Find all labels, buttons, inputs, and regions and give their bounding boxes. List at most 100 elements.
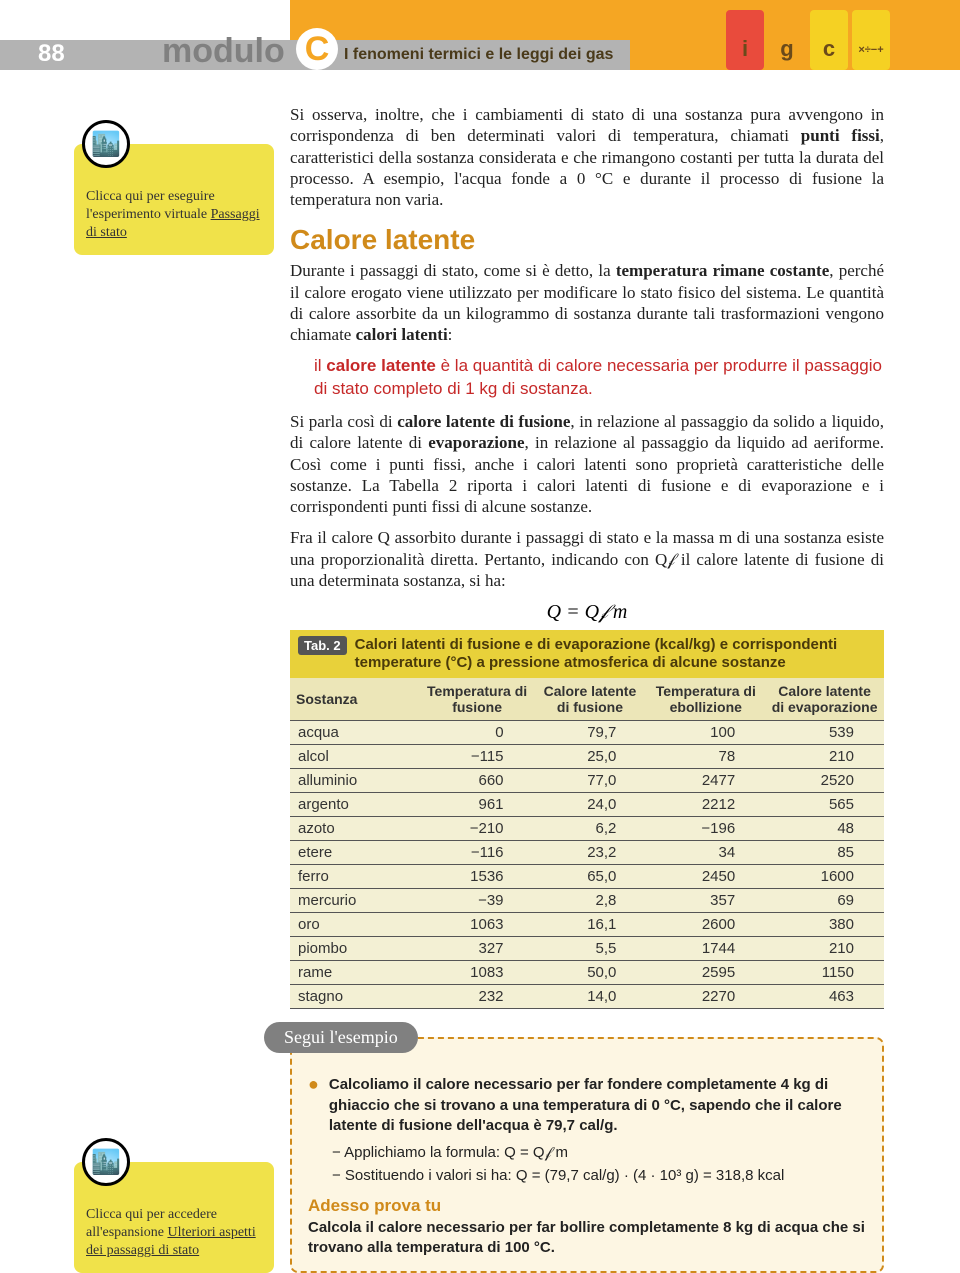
table-row: argento96124,02212565 (290, 793, 884, 817)
table-header: Temperatura diebollizione (646, 678, 765, 721)
table-cell: 2450 (646, 865, 765, 889)
sidebar-text: Clicca qui per accedere all'espansione U… (86, 1206, 262, 1261)
table-cell: 25,0 (534, 745, 647, 769)
table-cell: 1083 (421, 961, 534, 985)
table-row: alluminio66077,024772520 (290, 769, 884, 793)
table-title: Calori latenti di fusione e di evaporazi… (355, 636, 876, 672)
table-row: oro106316,12600380 (290, 913, 884, 937)
table-cell: 463 (765, 985, 884, 1009)
table-badge: Tab. 2 (298, 636, 347, 655)
table-cell: 1600 (765, 865, 884, 889)
example-tab: Segui l'esempio (264, 1022, 418, 1053)
lab-icon: 🏙️ (82, 120, 130, 168)
table-header: Calore latentedi fusione (534, 678, 647, 721)
table-cell: 5,5 (534, 937, 647, 961)
table-cell: 48 (765, 817, 884, 841)
definition-calore-latente: il calore latente è la quantità di calor… (314, 355, 884, 401)
table-cell: rame (290, 961, 421, 985)
table-header: Sostanza (290, 678, 421, 721)
main-content: Si osserva, inoltre, che i cambiamenti d… (290, 104, 884, 1273)
paragraph-3: Si parla così di calore latente di fusio… (290, 411, 884, 517)
paragraph-2: Durante i passaggi di stato, come si è d… (290, 260, 884, 345)
table-cell: −116 (421, 841, 534, 865)
glossary-icon[interactable]: g (768, 10, 806, 70)
table-cell: 79,7 (534, 721, 647, 745)
table-cell: ferro (290, 865, 421, 889)
table-calori-latenti: SostanzaTemperatura difusioneCalore late… (290, 678, 884, 1009)
chapter-title: I fenomeni termici e le leggi dei gas (344, 46, 613, 64)
table-cell: 69 (765, 889, 884, 913)
table-cell: 2595 (646, 961, 765, 985)
module-letter-badge: C (296, 28, 338, 70)
table-cell: 2270 (646, 985, 765, 1009)
table-cell: 85 (765, 841, 884, 865)
table-cell: oro (290, 913, 421, 937)
table-row: azoto−2106,2−19648 (290, 817, 884, 841)
table-cell: 16,1 (534, 913, 647, 937)
table-cell: 0 (421, 721, 534, 745)
table-row: mercurio−392,835769 (290, 889, 884, 913)
formula-Q: Q = Q𝒻 m (290, 601, 884, 624)
example-step-2: − Sostituendo i valori si ha: Q = (79,7 … (332, 1167, 866, 1184)
table-cell: 210 (765, 745, 884, 769)
table-cell: 565 (765, 793, 884, 817)
table-row: stagno23214,02270463 (290, 985, 884, 1009)
table-cell: 1150 (765, 961, 884, 985)
table-cell: argento (290, 793, 421, 817)
table-cell: alcol (290, 745, 421, 769)
table-2-wrap: Tab. 2 Calori latenti di fusione e di ev… (290, 630, 884, 1009)
lab-icon: 🏙️ (82, 1138, 130, 1186)
table-row: piombo3275,51744210 (290, 937, 884, 961)
table-cell: 232 (421, 985, 534, 1009)
content-icon[interactable]: c (810, 10, 848, 70)
example-step-1: − Applichiamo la formula: Q = Q𝒻 m (332, 1144, 866, 1161)
adesso-body: Calcola il calore necessario per far bol… (308, 1218, 866, 1257)
table-cell: 23,2 (534, 841, 647, 865)
sidebar-expansion[interactable]: 🏙️ Clicca qui per accedere all'espansion… (74, 1162, 274, 1273)
modulo-label: modulo (162, 32, 285, 71)
table-cell: 660 (421, 769, 534, 793)
table-cell: 78 (646, 745, 765, 769)
page-number: 88 (38, 40, 65, 68)
table-row: acqua079,7100539 (290, 721, 884, 745)
table-cell: −39 (421, 889, 534, 913)
info-icon[interactable]: i (726, 10, 764, 70)
header-icon-row: i g c ×÷−+ (726, 10, 890, 70)
table-row: alcol−11525,078210 (290, 745, 884, 769)
table-row: rame108350,025951150 (290, 961, 884, 985)
table-header: Calore latentedi evaporazione (765, 678, 884, 721)
table-cell: 2212 (646, 793, 765, 817)
table-row: ferro153665,024501600 (290, 865, 884, 889)
table-cell: 539 (765, 721, 884, 745)
table-cell: stagno (290, 985, 421, 1009)
table-cell: 50,0 (534, 961, 647, 985)
table-cell: piombo (290, 937, 421, 961)
table-cell: 2600 (646, 913, 765, 937)
sidebar-virtual-lab[interactable]: 🏙️ Clicca qui per eseguire l'esperimento… (74, 144, 274, 255)
bullet-dot: ● (308, 1075, 319, 1136)
table-cell: 327 (421, 937, 534, 961)
table-row: etere−11623,23485 (290, 841, 884, 865)
table-cell: 1063 (421, 913, 534, 937)
table-cell: mercurio (290, 889, 421, 913)
sidebar-text: Clicca qui per eseguire l'esperimento vi… (86, 188, 262, 243)
table-cell: 77,0 (534, 769, 647, 793)
table-cell: 210 (765, 937, 884, 961)
table-cell: acqua (290, 721, 421, 745)
table-cell: 65,0 (534, 865, 647, 889)
table-cell: 1536 (421, 865, 534, 889)
example-box: Segui l'esempio ● Calcoliamo il calore n… (290, 1037, 884, 1273)
paragraph-4: Fra il calore Q assorbito durante i pass… (290, 527, 884, 591)
table-cell: 6,2 (534, 817, 647, 841)
table-cell: −196 (646, 817, 765, 841)
example-bullet: ● Calcoliamo il calore necessario per fa… (308, 1075, 866, 1136)
paragraph-intro: Si osserva, inoltre, che i cambiamenti d… (290, 104, 884, 210)
table-cell: −115 (421, 745, 534, 769)
table-cell: azoto (290, 817, 421, 841)
table-cell: 961 (421, 793, 534, 817)
table-cell: 14,0 (534, 985, 647, 1009)
table-cell: 357 (646, 889, 765, 913)
table-title-bar: Tab. 2 Calori latenti di fusione e di ev… (290, 630, 884, 678)
math-icon[interactable]: ×÷−+ (852, 10, 890, 70)
table-cell: 2520 (765, 769, 884, 793)
